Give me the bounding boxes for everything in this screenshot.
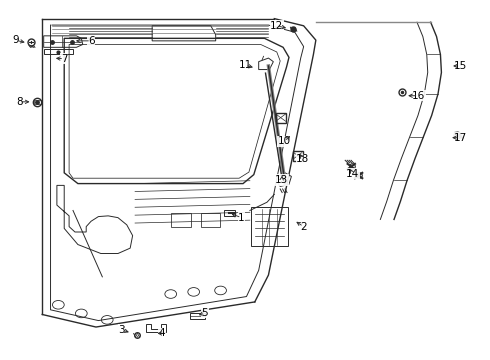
Text: 10: 10 [277, 136, 291, 146]
Text: 4: 4 [159, 328, 165, 338]
Text: 16: 16 [412, 91, 425, 101]
Text: 5: 5 [201, 308, 208, 318]
Text: 12: 12 [270, 21, 283, 31]
Text: 15: 15 [453, 61, 466, 71]
Text: 18: 18 [296, 154, 309, 164]
Text: 1: 1 [238, 213, 245, 222]
Text: 13: 13 [275, 175, 288, 185]
Text: 8: 8 [16, 97, 23, 107]
Text: 9: 9 [12, 35, 19, 45]
Text: 17: 17 [453, 133, 466, 143]
Text: 11: 11 [238, 60, 252, 70]
Text: 6: 6 [88, 36, 95, 46]
Text: 7: 7 [61, 54, 68, 64]
Text: 2: 2 [300, 222, 307, 231]
Text: 14: 14 [346, 168, 359, 179]
Text: 3: 3 [119, 325, 125, 335]
